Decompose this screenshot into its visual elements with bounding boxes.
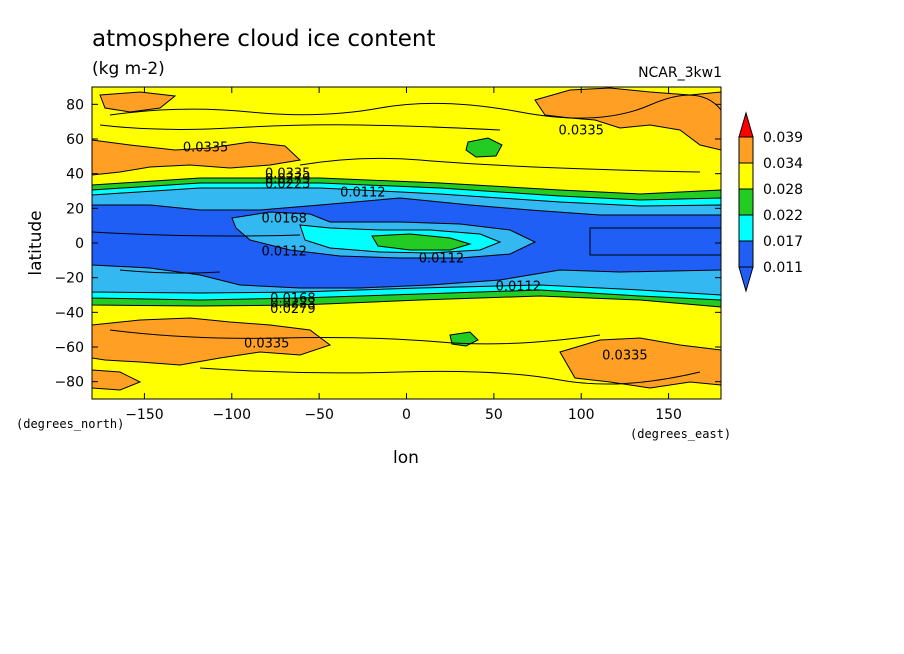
chart-subtitle: (kg m-2) [92,59,165,79]
x-tick-label: 150 [655,407,682,423]
y-tick-label: −20 [54,271,84,287]
contour-labels: 0.03350.03350.03350.02230.02790.01120.01… [183,123,648,363]
contour-label: 0.0335 [183,141,229,156]
colorbar-swatch [738,162,754,190]
colorbar-level-label: 0.028 [763,182,803,198]
colorbar-swatch [738,214,754,242]
colorbar-swatch [738,240,754,268]
patch-green-n [465,137,503,158]
chart-title: atmosphere cloud ice content [92,26,435,52]
x-axis-label: lon [393,448,419,468]
contour-label: 0.0223 [265,177,311,192]
patch-orange-ne [534,87,721,151]
contour-label: 0.0335 [244,337,290,352]
y-tick-label: −80 [54,375,84,391]
colorbar-level-label: 0.034 [763,156,803,172]
contour-label: 0.0335 [265,167,311,182]
patch-orange-nw [92,139,302,176]
x-units-label: (degrees_east) [630,427,731,441]
core-green [371,233,472,251]
contour-label: 0.0168 [261,212,307,227]
x-tick-label: −150 [125,407,163,423]
contour-label: 0.0223 [270,297,316,312]
colorbar-level-label: 0.039 [763,130,803,146]
y-tick-label: 40 [66,167,84,183]
y-units-label: (degrees_north) [16,417,124,431]
contour-label: 0.0112 [419,252,465,267]
x-tick-label: 50 [485,407,503,423]
colorbar-swatch [738,136,754,164]
y-tick-label: −40 [54,305,84,321]
colorbar-level-label: 0.011 [763,260,803,276]
x-axis: −150 −100 −50 0 50 100 150 [125,87,682,423]
colorbar-level-label: 0.017 [763,234,803,250]
patch-orange-s-bottom [92,369,142,391]
colorbar-level-label: 0.022 [763,208,803,224]
contour-label: 0.0168 [270,291,316,306]
colorbar-swatch [738,188,754,216]
contour-label: 0.0279 [265,172,311,187]
y-axis: −80 −60 −40 −20 0 20 40 60 80 [54,97,721,391]
y-tick-label: 60 [66,132,84,148]
contour-label: 0.0112 [261,245,307,260]
y-tick-label: −60 [54,340,84,356]
x-tick-label: 100 [568,407,595,423]
x-tick-label: −100 [213,407,251,423]
y-tick-label: 0 [75,236,84,252]
colorbar-min-arrow [738,266,754,293]
y-tick-label: 20 [66,201,84,217]
colorbar: 0.039 0.034 0.028 0.022 0.017 0.011 [738,111,803,293]
y-tick-label: 80 [66,97,84,113]
contour-label: 0.0335 [602,349,648,364]
plot-area [91,86,722,400]
contour-label: 0.0112 [340,186,386,201]
contour-label: 0.0279 [270,302,316,317]
model-label: NCAR_3kw1 [638,65,722,81]
x-tick-label: −50 [304,407,334,423]
patch-orange-n-mid [99,91,177,113]
contour-lines [92,94,721,385]
x-tick-label: 0 [402,407,411,423]
y-axis-label: latitude [26,210,46,275]
contour-label: 0.0112 [496,279,542,294]
contour-label: 0.0335 [558,123,604,138]
patch-orange-se [559,337,721,389]
patch-orange-sw [92,317,332,366]
colorbar-max-arrow [738,111,754,138]
